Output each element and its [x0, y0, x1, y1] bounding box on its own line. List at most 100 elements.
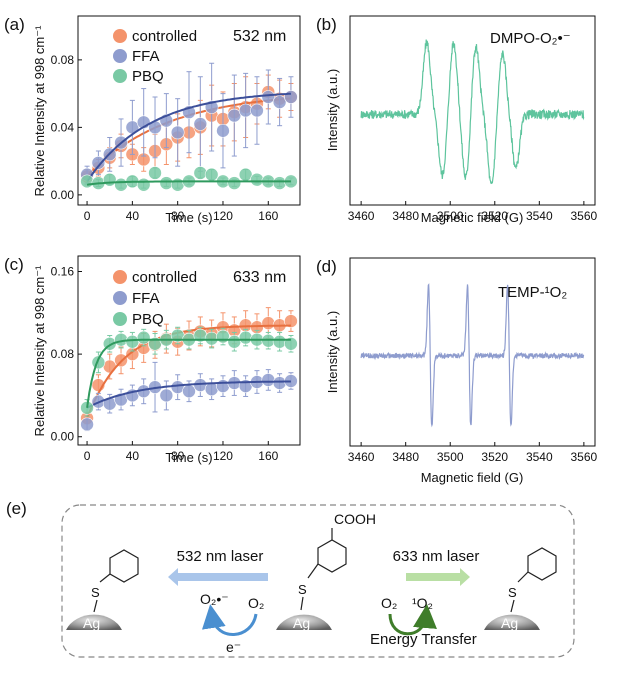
data-point: [170, 177, 185, 192]
chart-b-marks: [360, 39, 585, 185]
legend-marker-controlled: [113, 270, 127, 284]
panel-label-e: (e): [6, 499, 27, 518]
x-tick-label: 3500: [437, 209, 464, 223]
data-point: [238, 330, 253, 345]
chart-a-frame: [77, 15, 301, 206]
data-point: [250, 103, 264, 118]
molecule-thiophenol-left: S Ag: [66, 549, 139, 631]
legend-label-controlled: controlled: [132, 269, 197, 286]
chart-d-xlabel: Magnetic field (G): [421, 470, 524, 485]
legend-label-pbq: PBQ: [132, 68, 164, 85]
fit-curve: [86, 338, 291, 408]
chart-d-x-ticks: 3460 3480 3500 3520 3540 3560: [348, 442, 598, 464]
x-tick-label: 3540: [526, 209, 553, 223]
molecule-thiophenol-right: S Ag: [484, 547, 557, 631]
molecule-mba-center: COOH S Ag: [276, 511, 376, 631]
data-point: [170, 125, 185, 140]
data-point: [114, 177, 128, 192]
data-point: [204, 167, 219, 182]
data-point: [261, 316, 276, 330]
chart-c-annotation: 633 nm: [233, 269, 286, 286]
data-point: [250, 172, 264, 187]
data-point: [261, 373, 276, 387]
data-point: [227, 176, 242, 190]
chart-c: 0 40 80 120 160 0.00 0.08 0.16 controlled FFA …: [32, 255, 301, 465]
x-tick-label: 3480: [392, 450, 419, 464]
data-point: [193, 117, 208, 131]
x-tick-label: 3540: [526, 450, 553, 464]
data-point: [227, 108, 242, 123]
x-tick-label: 3520: [481, 450, 508, 464]
chart-a-annotation: 532 nm: [233, 28, 286, 45]
x-tick-label: 3460: [348, 450, 375, 464]
chart-a-ylabel: Relative Intensity at 998 cm⁻¹: [32, 25, 47, 197]
chart-c-legend: controlled FFA PBQ: [113, 269, 197, 328]
x-tick-label: 80: [171, 209, 185, 223]
panel-label-c: (c): [4, 255, 24, 274]
x-tick-label: 40: [126, 209, 140, 223]
x-tick-label: 120: [213, 449, 233, 463]
data-point: [284, 90, 298, 104]
series-pbq: [80, 166, 298, 192]
ag-label: Ag: [83, 615, 100, 631]
data-point: [261, 90, 276, 104]
legend-marker-pbq: [113, 312, 127, 326]
chart-b-frame: [349, 15, 596, 206]
sulfur-atom: S: [298, 582, 307, 597]
chart-b-annotation: DMPO-O₂•⁻: [490, 30, 571, 47]
chart-c-y-ticks: 0.00 0.08 0.16: [51, 264, 82, 444]
x-tick-label: 0: [84, 449, 91, 463]
x-tick-label: 3560: [571, 209, 598, 223]
data-point: [91, 156, 106, 170]
chart-a-marks: [80, 62, 298, 192]
panel-label-b: (b): [316, 15, 337, 34]
x-tick-label: 3460: [348, 209, 375, 223]
chart-c-ylabel: Relative Intensity at 998 cm⁻¹: [32, 265, 47, 437]
x-tick-label: 3520: [481, 209, 508, 223]
x-tick-label: 0: [84, 209, 91, 223]
chart-b-ylabel: Intensity (a.u.): [325, 69, 340, 151]
energy-transfer-label: Energy Transfer: [370, 631, 477, 648]
energy-transfer-curve-arrow: [388, 604, 437, 636]
data-point: [193, 166, 208, 180]
legend-marker-ffa: [113, 49, 127, 63]
reduction-curve-arrow: [201, 604, 258, 636]
x-tick-label: 80: [171, 449, 185, 463]
ag-label: Ag: [501, 615, 518, 631]
arrow-633-laser: [406, 568, 470, 586]
laser-532-label: 532 nm laser: [177, 548, 264, 565]
chart-a: 0 40 80 120 160 0.00 0.04 0.08 controlled FFA …: [32, 15, 301, 225]
series-ffa: [80, 361, 298, 432]
series-ffa: [80, 62, 298, 184]
chart-a-x-ticks: 0 40 80 120 160: [84, 201, 279, 223]
legend-label-pbq: PBQ: [132, 311, 164, 328]
o2-left-label: O₂: [248, 595, 264, 611]
data-point: [80, 174, 94, 189]
x-tick-label: 120: [213, 209, 233, 223]
legend-marker-controlled: [113, 29, 127, 43]
y-tick-label: 0.00: [51, 430, 75, 444]
chart-d: 3460 3480 3500 3520 3540 3560 TEMP-¹O₂ Magnet…: [325, 257, 598, 485]
x-tick-label: 3500: [437, 450, 464, 464]
spectrum-line: [360, 283, 585, 428]
data-point: [148, 166, 162, 180]
laser-633-label: 633 nm laser: [393, 548, 480, 565]
sulfur-atom: S: [508, 585, 517, 600]
data-point: [136, 177, 151, 192]
data-point: [204, 382, 219, 397]
data-point: [182, 384, 196, 399]
chart-c-marks: [80, 307, 298, 432]
cooh-label: COOH: [334, 511, 376, 527]
ag-particle: [484, 614, 540, 630]
ag-particle: [66, 614, 122, 630]
legend-label-ffa: FFA: [132, 48, 160, 65]
o2-radical-label: O₂•⁻: [200, 591, 229, 607]
data-point: [272, 95, 287, 109]
legend-label-ffa: FFA: [132, 290, 160, 307]
series-pbq: [80, 326, 298, 417]
chart-b: 3460 3480 3500 3520 3540 3560 DMPO-O₂•⁻ Magne…: [325, 15, 598, 225]
x-tick-label: 160: [258, 209, 278, 223]
panel-label-d: (d): [316, 257, 337, 276]
arrow-532-laser: [168, 568, 268, 586]
